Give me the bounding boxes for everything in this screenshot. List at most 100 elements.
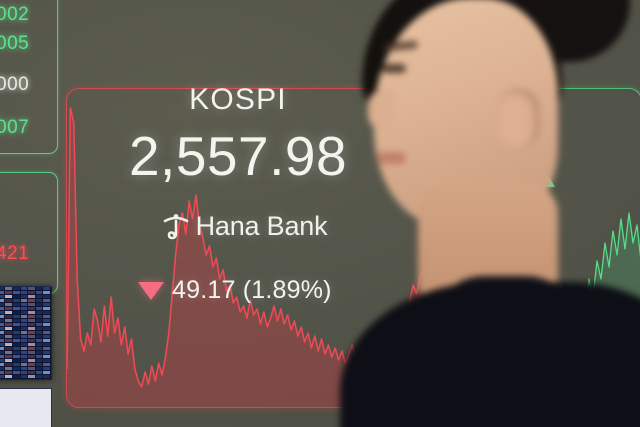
terminal-cell — [43, 323, 50, 326]
terminal-cell — [0, 363, 5, 366]
terminal-cell — [35, 331, 43, 334]
terminal-cell — [13, 303, 20, 306]
terminal-cell — [0, 299, 5, 302]
terminal-row — [0, 343, 51, 347]
terminal-cell — [43, 331, 50, 334]
terminal-cell — [13, 331, 20, 334]
terminal-cell — [43, 291, 50, 294]
terminal-cell — [35, 299, 43, 302]
hana-bank-person-logo-icon — [163, 213, 188, 239]
terminal-cell — [43, 311, 50, 314]
terminal-cell — [0, 327, 5, 330]
terminal-cell — [20, 339, 28, 342]
terminal-cell — [28, 331, 35, 334]
index-value-label: 2,557.98 — [128, 125, 348, 187]
terminal-cell — [13, 363, 20, 366]
terminal-cell — [43, 327, 50, 330]
terminal-row — [0, 335, 51, 339]
terminal-cell — [5, 367, 13, 370]
terminal-cell — [13, 291, 20, 294]
terminal-cell — [5, 315, 13, 318]
terminal-row — [0, 319, 51, 323]
terminal-cell — [0, 339, 5, 342]
terminal-cell — [0, 319, 5, 322]
terminal-cell — [5, 323, 13, 326]
terminal-cell — [28, 371, 35, 374]
terminal-row — [0, 359, 51, 363]
terminal-cell — [13, 323, 20, 326]
terminal-cell — [5, 347, 13, 350]
terminal-cell — [5, 343, 13, 346]
terminal-cell — [0, 367, 5, 370]
terminal-cell — [28, 347, 35, 350]
terminal-cell — [0, 303, 5, 306]
terminal-cell — [35, 291, 43, 294]
terminal-row — [0, 291, 51, 295]
terminal-cell — [13, 315, 20, 318]
terminal-cell — [5, 299, 13, 302]
terminal-cell — [5, 359, 13, 362]
terminal-row — [0, 315, 51, 319]
terminal-cell — [35, 319, 43, 322]
secondary-chart-area-fill — [445, 114, 640, 407]
terminal-cell — [0, 311, 5, 314]
terminal-cell — [0, 351, 5, 354]
terminal-cell — [0, 335, 5, 338]
terminal-cell — [0, 347, 5, 350]
terminal-cell — [28, 367, 35, 370]
terminal-cell — [43, 315, 50, 318]
terminal-cell — [43, 299, 50, 302]
terminal-cell — [5, 363, 13, 366]
terminal-cell — [35, 323, 43, 326]
terminal-row — [0, 375, 51, 379]
terminal-cell — [0, 315, 5, 318]
terminal-cell — [5, 291, 13, 294]
terminal-cell — [13, 319, 20, 322]
terminal-row — [0, 347, 51, 351]
terminal-cell — [35, 371, 43, 374]
terminal-cell — [0, 359, 5, 362]
terminal-cell — [28, 351, 35, 354]
terminal-cell — [20, 295, 28, 298]
terminal-row — [0, 299, 51, 303]
terminal-cell — [20, 323, 28, 326]
terminal-cell — [0, 343, 5, 346]
terminal-row — [0, 355, 51, 359]
terminal-cell — [20, 375, 28, 378]
terminal-cell — [20, 315, 28, 318]
terminal-cell — [20, 319, 28, 322]
terminal-cell — [43, 287, 50, 290]
terminal-row — [0, 307, 51, 311]
terminal-cell — [5, 319, 13, 322]
terminal-cell — [13, 299, 20, 302]
terminal-cell — [0, 287, 5, 290]
terminal-cell — [28, 339, 35, 342]
terminal-cell — [43, 343, 50, 346]
terminal-cell — [20, 359, 28, 362]
terminal-cell — [28, 335, 35, 338]
terminal-cell — [20, 335, 28, 338]
quote-value-2: 000 — [0, 74, 30, 95]
terminal-cell — [20, 343, 28, 346]
quote-value-3: 007 — [0, 117, 30, 138]
terminal-cell — [5, 295, 13, 298]
trading-terminal-monitor-lower — [0, 388, 52, 427]
terminal-cell — [20, 363, 28, 366]
quote-value-1: 005 — [0, 33, 30, 54]
terminal-cell — [35, 367, 43, 370]
terminal-cell — [20, 287, 28, 290]
quote-value-4: 421 — [0, 243, 30, 264]
terminal-cell — [0, 291, 5, 294]
terminal-cell — [28, 315, 35, 318]
terminal-cell — [5, 287, 13, 290]
terminal-cell — [20, 367, 28, 370]
index-change-label: 49.17 (1.89%) — [172, 276, 332, 304]
terminal-cell — [43, 335, 50, 338]
terminal-cell — [28, 295, 35, 298]
terminal-cell — [20, 351, 28, 354]
terminal-cell — [20, 371, 28, 374]
terminal-row — [0, 331, 51, 335]
terminal-row — [0, 295, 51, 299]
terminal-cell — [13, 351, 20, 354]
terminal-cell — [43, 295, 50, 298]
